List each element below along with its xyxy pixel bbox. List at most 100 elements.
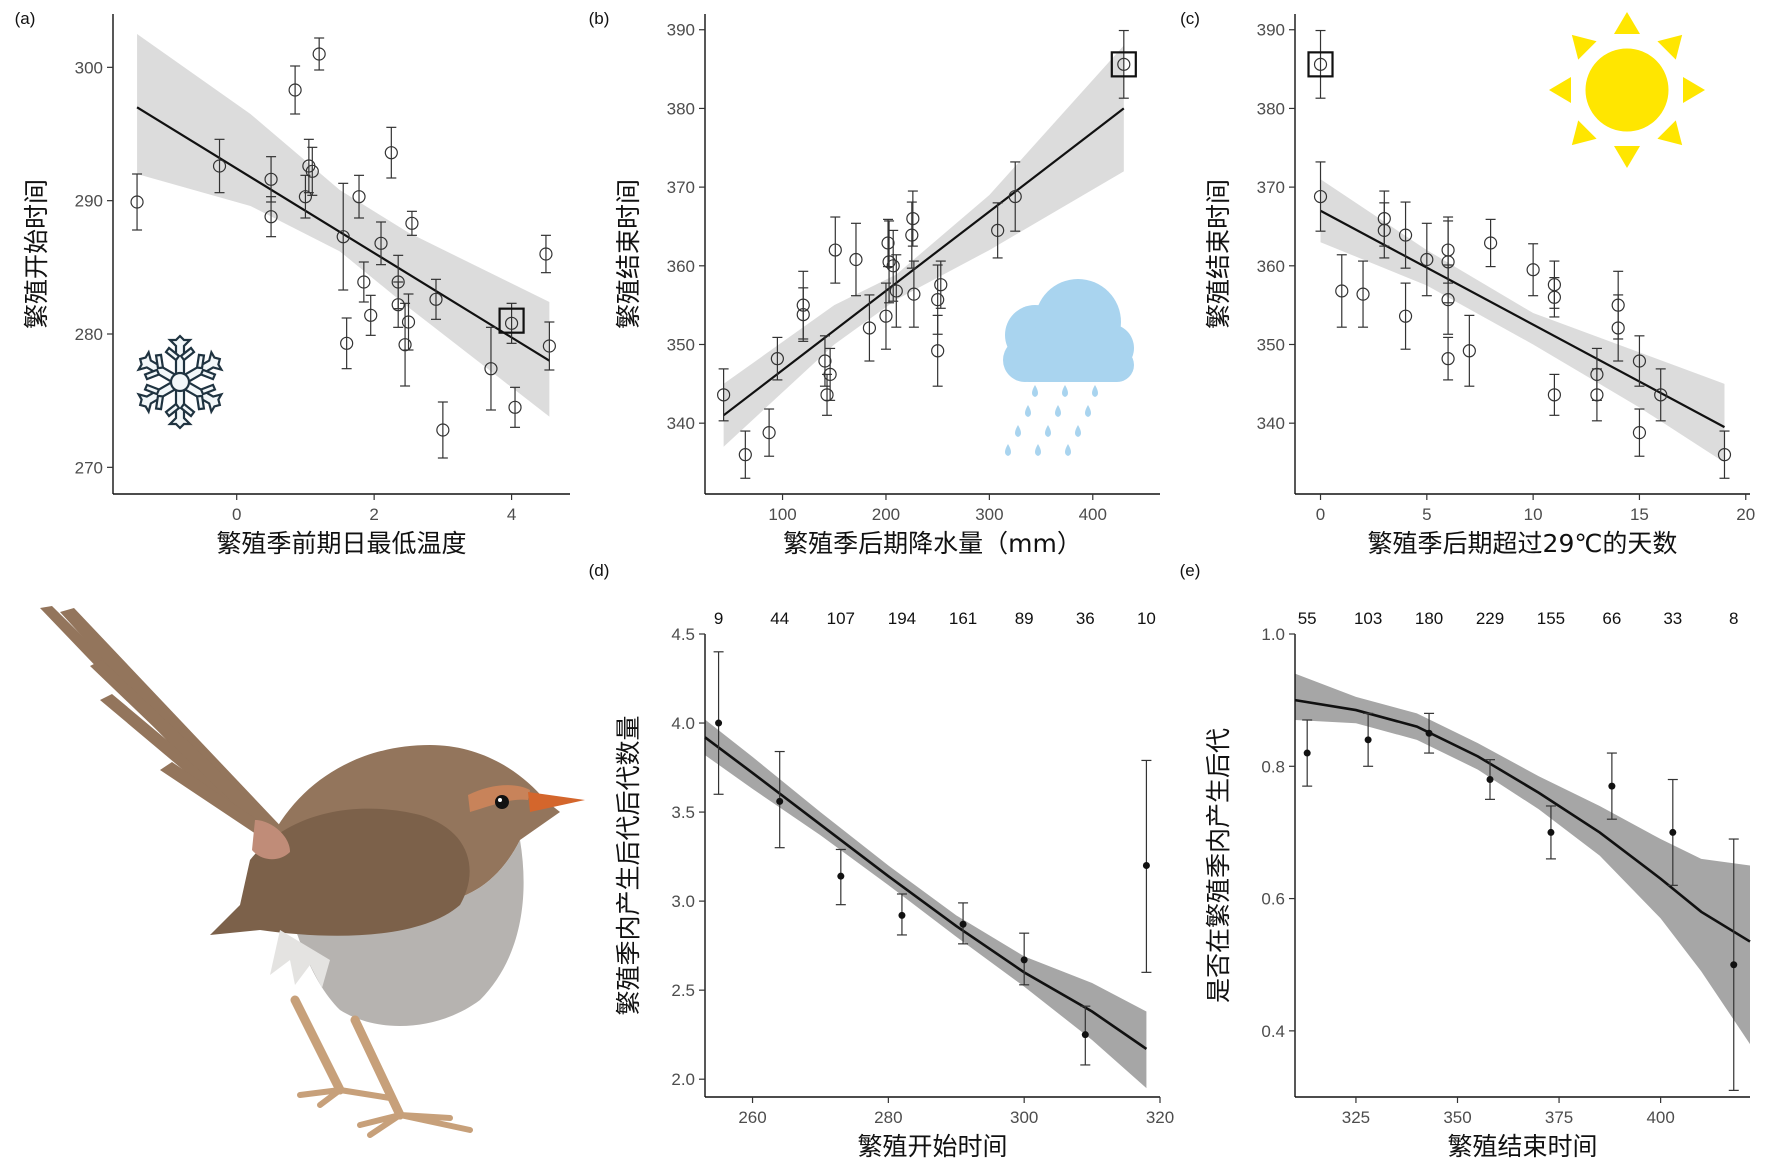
data-point	[391, 298, 405, 312]
sample-count: 103	[1354, 609, 1382, 628]
y-tick-label: 340	[667, 414, 695, 433]
data-point	[336, 230, 350, 244]
data-point	[264, 172, 278, 186]
x-tick-label: 15	[1630, 505, 1649, 524]
data-point	[374, 236, 388, 250]
x-tick-label: 200	[872, 505, 900, 524]
data-point	[898, 911, 906, 919]
data-point	[401, 315, 416, 329]
panel-a: (a) 0 2 4 270 280 290 300 繁殖季前期日最低温度 繁殖开始时间	[15, 9, 570, 558]
data-point	[539, 247, 553, 261]
x-axis-title: 繁殖季前期日最低温度	[216, 529, 466, 558]
sample-count: 44	[770, 609, 789, 628]
y-tick-label: 0.8	[1261, 757, 1285, 776]
data-point	[991, 223, 1005, 237]
data-point	[907, 287, 921, 301]
x-tick-label: 350	[1443, 1108, 1471, 1127]
data-point	[1632, 426, 1647, 440]
data-point	[1590, 388, 1604, 402]
x-tick-label: 300	[1010, 1108, 1038, 1127]
data-point	[1654, 388, 1668, 402]
x-axis-title: 繁殖开始时间	[857, 1132, 1007, 1159]
x-tick-label: 0	[1316, 505, 1325, 524]
data-point	[1730, 961, 1738, 969]
x-tick-label: 400	[1646, 1108, 1674, 1127]
y-tick-label: 390	[667, 21, 695, 40]
sample-count: 33	[1663, 609, 1682, 628]
y-tick-label: 370	[667, 178, 695, 197]
y-axis-title: 繁殖季内产生后代后代数量	[614, 715, 643, 1015]
x-tick-label: 400	[1079, 505, 1107, 524]
data-point	[504, 316, 519, 330]
y-tick-label: 350	[1257, 335, 1285, 354]
data-point	[1462, 344, 1476, 358]
data-point	[717, 388, 731, 402]
regression-line	[722, 107, 1125, 417]
data-point	[508, 400, 522, 414]
y-tick-label: 3.0	[671, 892, 695, 911]
sample-count: 55	[1298, 609, 1317, 628]
data-point	[312, 47, 326, 61]
data-point	[849, 252, 863, 267]
bird-belly	[270, 840, 524, 1027]
data-point	[212, 159, 227, 173]
data-point	[796, 307, 810, 322]
snowflake-icon	[132, 334, 228, 430]
data-point	[429, 292, 443, 306]
data-point	[886, 259, 900, 273]
data-point	[357, 275, 371, 289]
y-tick-label: 360	[1257, 257, 1285, 276]
data-point	[1547, 388, 1561, 402]
y-tick-label: 4.0	[671, 714, 695, 733]
bird-tail	[40, 606, 290, 850]
data-point	[1364, 736, 1372, 744]
data-point	[1356, 287, 1370, 301]
data-point	[298, 190, 313, 204]
sample-count: 107	[827, 609, 855, 628]
y-tick-label: 360	[667, 257, 695, 276]
data-point	[762, 426, 776, 440]
y-tick-label: 1.0	[1261, 625, 1285, 644]
data-point	[436, 423, 450, 437]
data-point	[1669, 828, 1677, 836]
bird-rump	[252, 820, 290, 860]
data-point	[776, 797, 784, 805]
rain-cloud-icon	[1003, 279, 1134, 456]
x-tick-label: 10	[1524, 505, 1543, 524]
data-point	[1313, 189, 1328, 204]
x-tick-label: 260	[738, 1108, 766, 1127]
data-point	[1008, 189, 1022, 204]
data-point	[1547, 290, 1561, 304]
highlight-box	[1307, 51, 1334, 78]
x-tick-label: 280	[874, 1108, 902, 1127]
data-point	[384, 146, 398, 160]
y-tick-label: 2.5	[671, 981, 695, 1000]
data-point	[889, 284, 903, 298]
panel-b: (b) 100 200 300 400 340 350 360 370 380 390 繁殖季后期降水…	[589, 9, 1160, 558]
data-point	[542, 339, 556, 353]
data-point	[352, 190, 366, 204]
y-tick-label: 300	[75, 58, 103, 77]
data-point	[1484, 236, 1498, 250]
sample-count: 161	[949, 609, 977, 628]
sample-count: 8	[1729, 609, 1738, 628]
x-tick-label: 2	[369, 505, 378, 524]
sample-count: 9	[714, 609, 723, 628]
highlight-box	[498, 307, 525, 334]
x-axis-title: 繁殖结束时间	[1447, 1132, 1597, 1159]
x-tick-label: 100	[768, 505, 796, 524]
confidence-band	[1295, 673, 1750, 1045]
confidence-band	[723, 45, 1124, 447]
data-point	[130, 195, 144, 209]
data-point	[818, 354, 832, 368]
data-point	[1420, 252, 1434, 267]
data-point	[715, 719, 723, 727]
y-tick-label: 340	[1257, 414, 1285, 433]
sample-count: 36	[1076, 609, 1095, 628]
confidence-band	[1320, 179, 1725, 463]
data-point	[1020, 956, 1028, 964]
data-point	[1611, 321, 1625, 335]
sample-count: 66	[1602, 609, 1621, 628]
data-point	[1081, 1031, 1089, 1039]
y-tick-label: 350	[667, 335, 695, 354]
